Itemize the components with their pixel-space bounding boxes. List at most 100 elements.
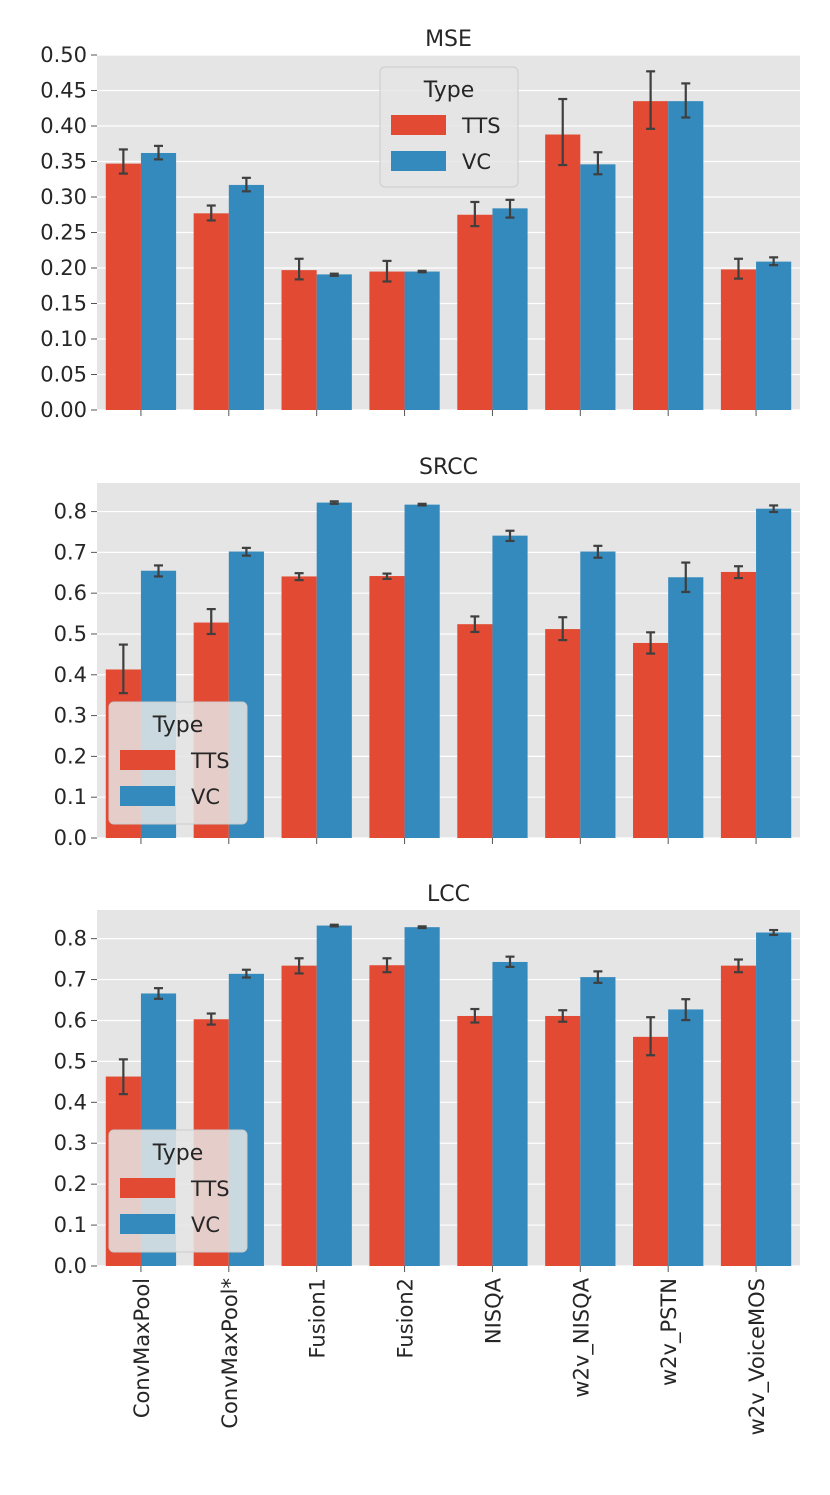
legend: Type TTS VC (108, 701, 248, 825)
y-tick-label: 0.8 (54, 927, 87, 951)
bar-vc (580, 164, 616, 410)
legend-title: Type (152, 1141, 204, 1166)
y-tick-label: 0.2 (54, 744, 87, 768)
bar-tts (457, 1015, 493, 1266)
bar-vc (756, 261, 792, 410)
bar-vc (140, 152, 177, 411)
legend: Type TTS VC (108, 1129, 248, 1253)
chart-title: LCC (427, 882, 470, 907)
x-tick-label: w2v_PSTN (657, 1278, 682, 1386)
legend-label: VC (462, 150, 491, 174)
y-tick-label: 0.1 (54, 785, 87, 809)
bar-tts (281, 270, 317, 410)
x-tick-label: w2v_VoiceMOS (745, 1278, 770, 1435)
bar-tts (457, 624, 493, 838)
chart-panel-srcc: 0.0 0.1 0.2 0.3 0.4 0.5 0.6 0.7 0.8 SRCC Type TTS VC (54, 455, 800, 850)
y-tick-label: 0.3 (54, 1131, 87, 1155)
legend-swatch-vc (120, 786, 175, 806)
bar-tts (633, 1036, 669, 1266)
legend-label: VC (191, 785, 220, 809)
y-tick-label: 0.25 (40, 221, 87, 245)
y-tick-label: 0.2 (54, 1172, 87, 1196)
y-tick-label: 0.4 (54, 1090, 87, 1114)
bar-tts (369, 576, 405, 838)
bar-tts (545, 629, 581, 838)
chart-panel-mse: 0.00 0.05 0.10 0.15 0.20 0.25 0.30 0.35 0.40 0.45… (40, 27, 800, 422)
bar-vc (228, 184, 264, 410)
bar-tts (720, 269, 757, 410)
y-tick-label: 0.05 (40, 363, 87, 387)
bar-vc (756, 508, 792, 838)
y-tick-label: 0.0 (54, 1254, 87, 1278)
bar-tts (105, 163, 141, 410)
bar-vc (316, 274, 352, 410)
bar-tts (633, 642, 669, 838)
y-tick-label: 0.30 (40, 185, 87, 209)
y-tick-label: 0.6 (54, 1008, 87, 1032)
bar-vc (756, 932, 792, 1266)
legend-title: Type (423, 78, 475, 103)
bar-vc (492, 535, 528, 838)
y-tick-label: 0.50 (40, 43, 87, 67)
legend: Type TTS VC (379, 66, 519, 188)
y-tick-label: 0.10 (40, 327, 87, 351)
y-tick-label: 0.7 (54, 968, 87, 992)
legend-swatch-tts (120, 1178, 175, 1198)
bar-vc (580, 977, 616, 1266)
legend-title: Type (152, 713, 204, 738)
bar-vc (668, 1009, 704, 1266)
bar-vc (668, 577, 704, 838)
legend-label: VC (191, 1213, 220, 1237)
y-tick-label: 0.00 (40, 398, 87, 422)
legend-label: TTS (190, 749, 230, 773)
x-tick-label: NISQA (481, 1277, 505, 1344)
chart-panel-lcc: 0.0 0.1 0.2 0.3 0.4 0.5 0.6 0.7 0.8 LCC ConvMaxPoo… (54, 882, 800, 1435)
y-tick-label: 0.0 (54, 826, 87, 850)
x-tick-label: ConvMaxPool* (218, 1278, 242, 1429)
y-tick-label: 0.5 (54, 622, 87, 646)
bar-tts (281, 965, 317, 1266)
bar-vc (580, 551, 616, 838)
bar-tts (545, 134, 581, 410)
y-tick-label: 0.8 (54, 500, 87, 524)
legend-label: TTS (461, 114, 501, 138)
legend-label: TTS (190, 1177, 230, 1201)
bar-tts (369, 965, 405, 1266)
bar-vc (316, 925, 352, 1266)
y-tick-label: 0.7 (54, 540, 87, 564)
bar-vc (492, 961, 528, 1266)
bar-vc (404, 927, 440, 1266)
chart-title: MSE (425, 27, 472, 52)
y-tick-label: 0.6 (54, 581, 87, 605)
legend-swatch-tts (391, 115, 446, 135)
y-tick-label: 0.1 (54, 1213, 87, 1237)
x-tick-label: Fusion1 (306, 1278, 330, 1359)
y-tick-label: 0.3 (54, 704, 87, 728)
y-tick-label: 0.40 (40, 114, 87, 138)
x-tick-label: Fusion2 (394, 1278, 418, 1359)
bar-tts (633, 101, 669, 411)
legend-swatch-vc (120, 1214, 175, 1234)
bar-tts (545, 1015, 581, 1266)
chart-title: SRCC (419, 455, 478, 480)
bar-tts (720, 571, 757, 838)
bar-tts (193, 213, 229, 410)
y-tick-label: 0.35 (40, 150, 87, 174)
bar-tts (457, 214, 493, 410)
x-tick-label: ConvMaxPool (130, 1278, 154, 1418)
y-tick-label: 0.4 (54, 663, 87, 687)
bar-vc (404, 504, 440, 838)
bar-vc (492, 208, 528, 410)
bar-tts (369, 271, 405, 410)
bar-vc (316, 502, 352, 838)
bar-vc (404, 271, 440, 410)
bar-tts (281, 576, 317, 838)
legend-swatch-tts (120, 750, 175, 770)
x-tick-label: w2v_NISQA (569, 1277, 594, 1397)
y-tick-label: 0.20 (40, 256, 87, 280)
y-tick-label: 0.5 (54, 1049, 87, 1073)
bar-tts (720, 965, 757, 1266)
y-tick-label: 0.15 (40, 292, 87, 316)
legend-swatch-vc (391, 151, 446, 171)
